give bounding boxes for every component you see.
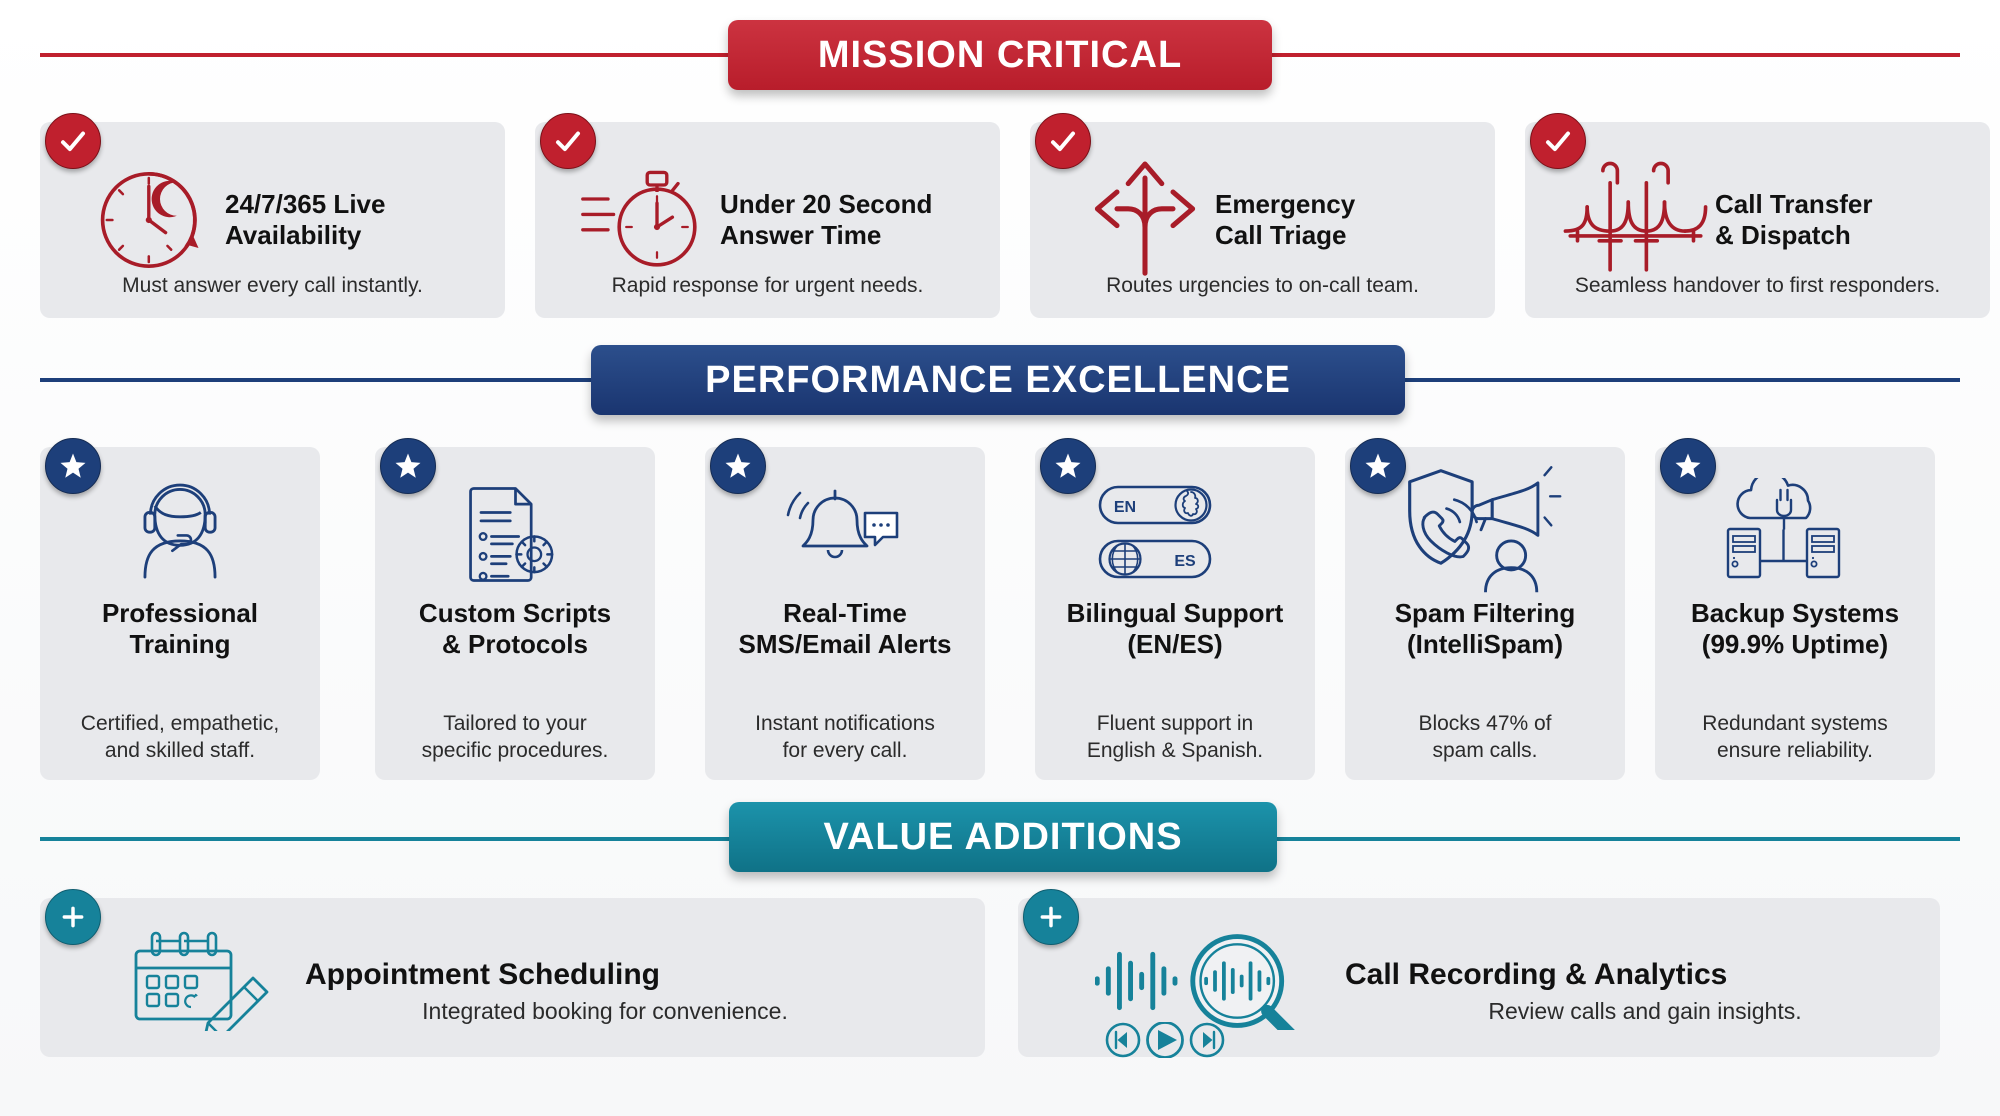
svg-text:ES: ES — [1174, 553, 1196, 570]
svg-text:EN: EN — [1113, 499, 1135, 516]
